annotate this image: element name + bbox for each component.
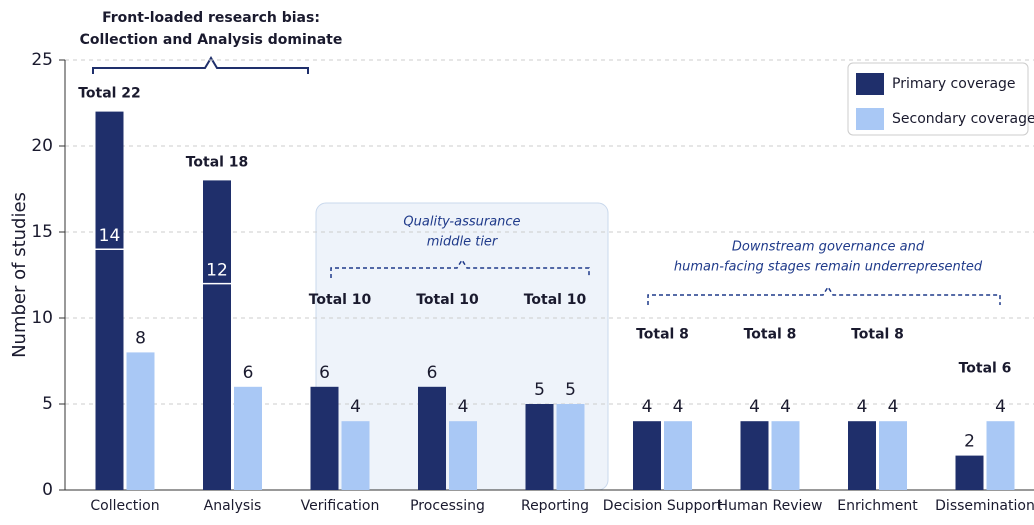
total-label: Total 8 [636,326,689,342]
bar [740,421,769,490]
x-tick-label: Verification [301,498,380,514]
legend-swatch [856,73,884,95]
y-tick-label: 20 [31,136,53,156]
bar [341,421,370,490]
bar [203,283,231,490]
data-label: 4 [749,397,760,417]
stacked-bar [203,180,231,284]
bar [664,421,692,490]
bar [418,386,446,490]
bracket [330,258,590,278]
bar [556,404,585,490]
legend-label: Primary coverage [892,76,1016,92]
total-label: Total 6 [959,361,1012,377]
bar [525,404,554,490]
y-tick-label: 10 [31,308,53,328]
annotation: Collection and Analysis dominate [80,32,343,48]
data-label: 4 [350,397,361,417]
legend-label: Secondary coverage [892,111,1034,127]
x-tick-label: Human Review [718,498,823,514]
data-label: 5 [534,380,545,400]
bar [310,386,339,490]
legend-box [847,62,1029,136]
data-label: 8 [135,328,146,348]
total-label: Total 22 [78,86,141,102]
data-label: 2 [964,432,975,452]
total-label: Total 10 [309,292,372,308]
x-tick-label: Enrichment [837,498,918,514]
y-tick-label: 25 [31,50,53,70]
x-tick-label: Collection [90,498,159,514]
bar [771,421,800,490]
annotation: human-facing stages remain underrepresen… [674,260,983,275]
data-label: 6 [243,363,254,383]
y-tick-label: 0 [42,480,53,500]
data-label: 4 [458,397,469,417]
bar [955,455,984,490]
bar [234,386,262,490]
y-tick-label: 5 [42,394,53,414]
data-label: 4 [995,397,1006,417]
data-label: 4 [857,397,868,417]
x-tick-label: Processing [410,498,485,514]
annotation: Downstream governance and [732,240,925,255]
x-tick-label: Decision Support [603,498,723,514]
data-label: 6 [427,363,438,383]
bar [95,249,124,490]
x-tick-label: Analysis [204,498,262,514]
y-axis-label: Number of studies [9,192,30,358]
data-label: 6 [319,363,330,383]
annotation: middle tier [427,235,499,250]
data-label: 14 [99,226,121,246]
annotation: Quality-assurance [403,215,520,230]
bar [986,421,1015,490]
annotation: Front-loaded research bias: [102,10,320,26]
x-tick-label: Dissemination [935,498,1034,514]
bar [449,421,477,490]
stacked-bar [95,111,124,250]
legend-swatch [856,108,884,130]
total-label: Total 8 [851,326,904,342]
bar [879,421,907,490]
total-label: Total 18 [186,154,249,170]
data-label: 4 [642,397,653,417]
x-tick-label: Reporting [521,498,589,514]
bar [633,421,661,490]
data-label: 5 [565,380,576,400]
y-tick-label: 15 [31,222,53,242]
data-label: 4 [888,397,899,417]
data-label: 4 [673,397,684,417]
bracket [92,56,309,74]
bar [848,421,876,490]
bar [126,352,155,490]
data-label: 12 [206,261,228,281]
total-label: Total 10 [416,292,479,308]
total-label: Total 10 [524,292,587,308]
bracket [647,285,1001,305]
total-label: Total 8 [744,326,797,342]
data-label: 4 [780,397,791,417]
